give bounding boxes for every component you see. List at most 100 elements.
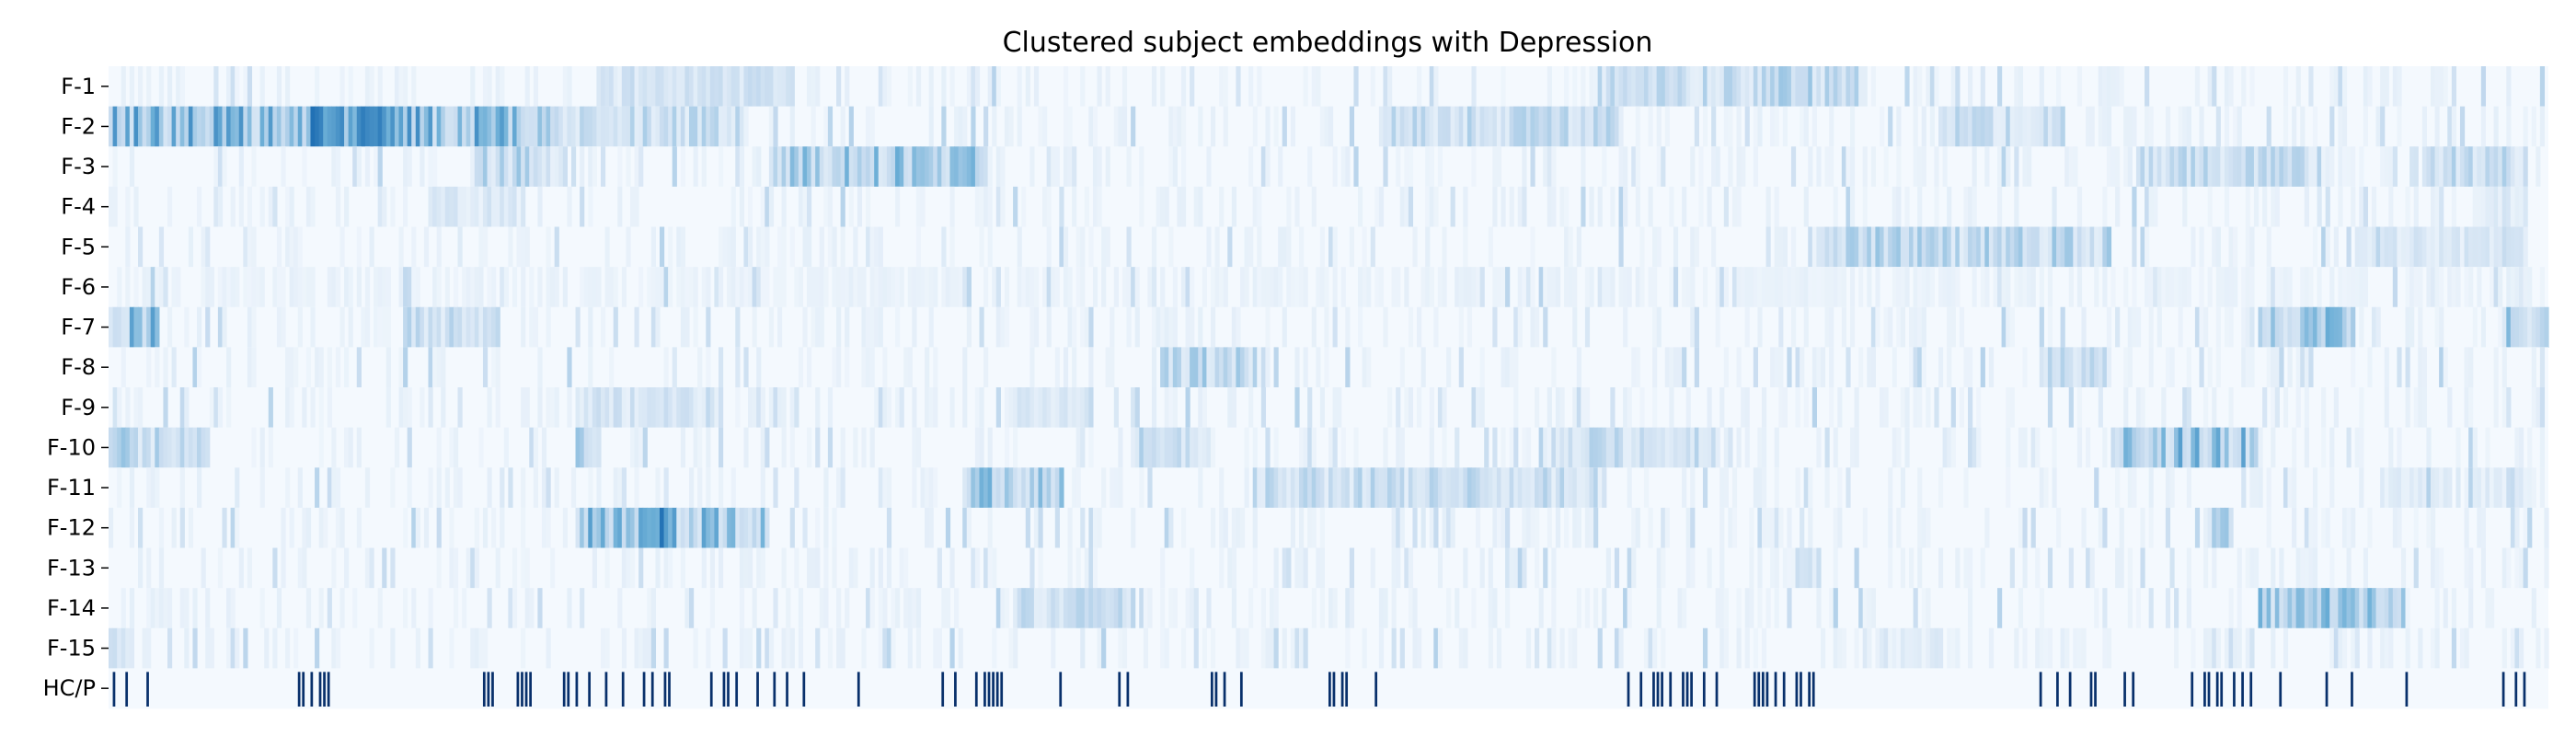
hc-p-marker (482, 672, 486, 707)
heatmap-cell (2140, 226, 2145, 268)
row-tick-label: F-1 (61, 74, 96, 99)
heatmap-cell (2510, 627, 2516, 669)
heatmap-cell (2148, 267, 2154, 308)
heatmap-cell (798, 146, 804, 188)
heatmap-cell (1118, 427, 1123, 468)
heatmap-cell (356, 106, 362, 147)
heatmap-cell (1210, 267, 1216, 308)
heatmap-cell (840, 186, 845, 227)
heatmap-cell (848, 267, 854, 308)
heatmap-cell (1564, 427, 1570, 468)
heatmap-cell (727, 507, 732, 548)
heatmap-cell (2346, 507, 2352, 548)
heatmap-cell (722, 507, 728, 548)
heatmap-cell (2514, 547, 2520, 589)
heatmap-cell (1723, 267, 1729, 308)
heatmap-cell (1337, 467, 1342, 509)
heatmap-cell (315, 627, 320, 669)
heatmap-cell (874, 306, 880, 348)
heatmap-cell (1749, 267, 1754, 308)
heatmap-cell (2485, 427, 2490, 468)
heatmap-cell (423, 507, 430, 548)
heatmap-cell (719, 427, 724, 468)
heatmap-cell (1618, 267, 1624, 308)
heatmap-cell (1800, 66, 1805, 108)
hc-p-marker (310, 672, 314, 707)
heatmap-cell (1340, 267, 1346, 308)
heatmap-cell (2076, 427, 2083, 468)
heatmap-cell (1711, 427, 1717, 468)
heatmap-cell (1690, 226, 1696, 268)
heatmap-cell (1896, 507, 1902, 548)
heatmap-cell (1433, 106, 1439, 147)
heatmap-cell (1294, 467, 1300, 509)
heatmap-cell (613, 267, 618, 308)
heatmap-cell (2081, 507, 2087, 548)
heatmap-cell (1715, 66, 1720, 108)
heatmap-cell (2145, 226, 2150, 268)
heatmap-cell (730, 507, 736, 548)
heatmap-cell (167, 427, 173, 468)
heatmap-cell (508, 588, 513, 629)
heatmap-cell (2287, 306, 2293, 348)
heatmap-cell (2106, 146, 2112, 188)
heatmap-cell (1446, 106, 1452, 147)
heatmap-cell (155, 106, 160, 147)
heatmap-cell (394, 427, 400, 468)
heatmap-cell (2228, 588, 2234, 629)
heatmap-cell (2480, 467, 2487, 509)
heatmap-cell (642, 627, 648, 669)
heatmap-cell (1854, 66, 1859, 108)
heatmap-cell (925, 347, 930, 388)
heatmap-cell (2333, 588, 2339, 629)
heatmap-cell (318, 588, 324, 629)
heatmap-cell (2426, 226, 2432, 268)
heatmap-cell (2312, 106, 2318, 147)
heatmap-cell (1185, 347, 1190, 388)
heatmap-cell (1063, 106, 1069, 147)
heatmap-cell (503, 106, 509, 147)
heatmap-cell (251, 347, 257, 388)
heatmap-cell (2455, 267, 2461, 308)
heatmap-cell (1260, 347, 1267, 388)
heatmap-cell (676, 267, 682, 308)
heatmap-cell (1492, 267, 1498, 308)
heatmap-cell (2308, 347, 2314, 388)
heatmap-cell (2506, 467, 2512, 509)
heatmap-cell (150, 267, 155, 308)
heatmap-cell (2076, 66, 2083, 108)
heatmap-cell (1105, 588, 1110, 629)
heatmap-cell (2485, 146, 2490, 188)
heatmap-cell (117, 106, 122, 147)
heatmap-cell (259, 467, 265, 509)
heatmap-cell (2186, 106, 2191, 147)
heatmap-cell (580, 146, 585, 188)
heatmap-cell (987, 547, 993, 589)
heatmap-cell (411, 588, 417, 629)
heatmap-cell (2397, 347, 2402, 388)
heatmap-cell (2329, 106, 2335, 147)
heatmap-cell (1934, 627, 1939, 669)
heatmap-cell (1248, 588, 1254, 629)
heatmap-cell (1265, 347, 1271, 388)
heatmap-cell (1505, 347, 1511, 388)
heatmap-cell (2317, 588, 2322, 629)
heatmap-cell (2262, 146, 2268, 188)
hc-p-marker (588, 672, 591, 707)
heatmap-cell (2375, 226, 2381, 268)
heatmap-cell (807, 226, 812, 268)
heatmap-cell (1092, 146, 1098, 188)
heatmap-cell (2283, 146, 2289, 188)
heatmap-cell (2367, 627, 2373, 669)
heatmap-cell (1168, 387, 1174, 429)
heatmap-cell (2262, 387, 2268, 429)
heatmap-cell (907, 66, 913, 108)
heatmap-cell (668, 226, 673, 268)
heatmap-cell (1774, 106, 1779, 147)
heatmap-cell (1525, 267, 1532, 308)
heatmap-cell (1669, 427, 1674, 468)
heatmap-cell (1160, 306, 1166, 348)
heatmap-cell (436, 467, 442, 509)
heatmap-cell (2266, 267, 2271, 308)
heatmap-cell (2076, 226, 2083, 268)
